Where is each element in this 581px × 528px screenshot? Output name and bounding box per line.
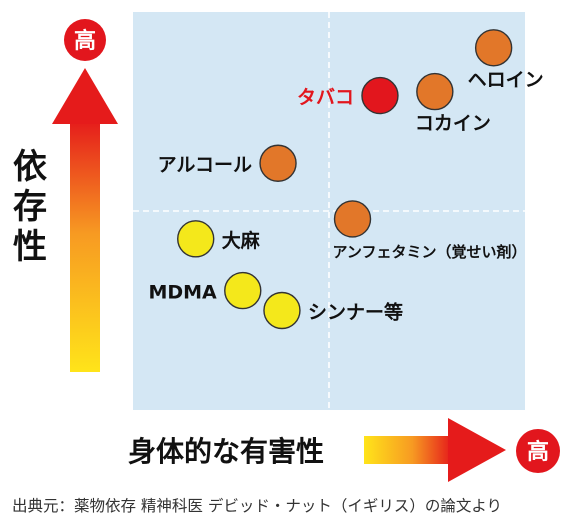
source-caption: 出典元：薬物依存 精神科医 デビッド・ナット（イギリス）の論文より [12, 496, 502, 515]
high-badge-right-text: 高 [527, 439, 549, 465]
data-label-1: ヘロイン [468, 69, 544, 91]
data-label-3: タバコ [297, 87, 354, 109]
data-point-8 [263, 291, 301, 330]
data-point-4 [259, 144, 297, 182]
x-axis-arrow [364, 418, 506, 482]
data-point-7 [224, 271, 262, 310]
high-badge-top [64, 19, 106, 61]
data-point-6 [177, 220, 215, 258]
high-badge-right [516, 429, 560, 473]
y-axis-arrow [52, 68, 118, 372]
data-label-2: コカイン [415, 113, 491, 135]
data-point-1 [474, 29, 513, 67]
y-axis-label: 依存性 [13, 147, 47, 267]
data-label-4: アルコール [158, 154, 252, 176]
data-label-7: MDMA [148, 282, 217, 304]
x-axis-label: 身体的な有害性 [128, 435, 324, 468]
data-label-5: アンフェタミン（覚せい剤） [333, 243, 527, 261]
data-label-6: 大麻 [222, 229, 261, 252]
data-label-8: シンナー等 [308, 301, 403, 324]
data-point-5 [333, 200, 372, 238]
high-badge-top-text: 高 [74, 28, 96, 54]
data-point-2 [416, 72, 454, 111]
data-point-3 [361, 76, 399, 115]
